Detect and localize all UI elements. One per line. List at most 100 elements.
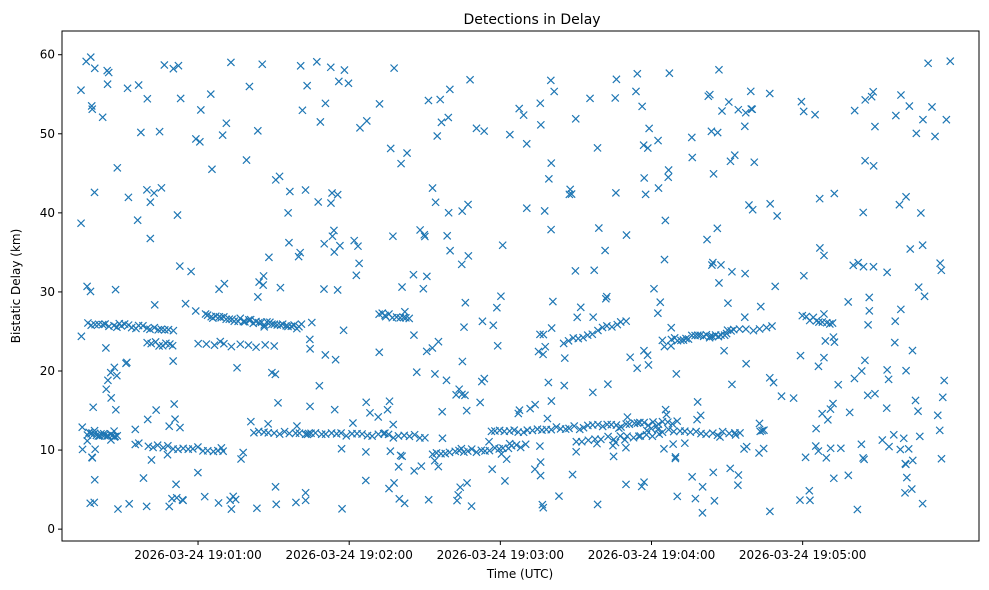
data-point	[714, 278, 723, 287]
data-point	[168, 341, 177, 350]
data-point	[219, 339, 228, 348]
data-point	[389, 433, 398, 442]
data-point	[713, 224, 722, 233]
data-point	[98, 320, 107, 329]
data-point	[633, 69, 642, 78]
data-point	[258, 60, 267, 69]
data-point	[740, 313, 749, 322]
data-point	[819, 353, 828, 362]
data-point	[386, 144, 395, 153]
data-point	[236, 340, 245, 349]
x-axis: 2026-03-24 19:01:00 2026-03-24 19:02:00 20…	[134, 541, 866, 562]
data-point	[854, 258, 863, 267]
data-point	[550, 87, 559, 96]
data-point	[337, 444, 346, 453]
x-tick-label: 2026-03-24 19:01:00	[134, 548, 261, 562]
data-point	[676, 336, 685, 345]
data-point	[544, 174, 553, 183]
data-point	[330, 405, 339, 414]
data-point	[344, 79, 353, 88]
data-point	[505, 130, 514, 139]
data-point	[727, 380, 736, 389]
data-point	[748, 205, 757, 214]
data-point	[631, 87, 640, 96]
data-point	[91, 320, 100, 329]
data-point	[616, 422, 625, 431]
data-point	[634, 432, 643, 441]
data-point	[328, 188, 337, 198]
data-point	[246, 315, 255, 324]
data-point	[136, 128, 145, 137]
data-point	[419, 284, 428, 293]
data-point	[668, 419, 677, 428]
data-point	[88, 453, 97, 462]
data-point	[814, 318, 823, 327]
data-point	[571, 266, 580, 275]
data-point	[918, 115, 927, 124]
data-point	[464, 200, 473, 209]
data-point	[505, 439, 514, 448]
data-point	[621, 480, 631, 489]
data-point	[767, 322, 777, 331]
data-point	[890, 338, 899, 347]
data-point	[565, 190, 574, 199]
data-point	[552, 422, 561, 432]
data-point	[867, 92, 876, 101]
data-point	[303, 430, 312, 439]
data-point	[502, 455, 511, 464]
data-point	[592, 439, 601, 448]
data-point	[181, 299, 190, 308]
data-point	[814, 447, 823, 456]
data-point	[294, 252, 303, 261]
data-point	[233, 363, 242, 372]
data-point	[375, 348, 384, 357]
data-point	[826, 444, 835, 453]
data-point	[144, 442, 153, 451]
data-point	[155, 127, 164, 136]
data-point	[714, 65, 723, 74]
data-point	[514, 409, 523, 418]
data-point	[535, 442, 544, 451]
data-point	[726, 464, 735, 473]
data-point	[101, 320, 110, 329]
data-point	[170, 400, 179, 409]
data-point	[217, 443, 226, 452]
data-point	[902, 366, 911, 375]
data-point	[77, 332, 86, 341]
data-point	[829, 333, 838, 342]
data-point	[534, 347, 543, 356]
data-point	[306, 402, 315, 411]
data-point	[275, 430, 284, 439]
data-point	[396, 313, 405, 322]
data-point	[492, 303, 501, 312]
data-point	[863, 391, 872, 400]
data-point	[896, 305, 905, 314]
data-point	[112, 371, 121, 380]
data-point	[640, 173, 649, 182]
data-point	[285, 187, 294, 196]
data-point	[765, 89, 774, 98]
data-point	[164, 325, 173, 334]
data-point	[155, 341, 164, 350]
data-point	[216, 337, 225, 346]
data-point	[329, 226, 338, 235]
data-point	[111, 285, 120, 294]
data-point	[262, 317, 271, 326]
data-point	[519, 111, 528, 120]
data-point	[633, 364, 642, 373]
data-point	[536, 458, 545, 467]
data-point	[829, 474, 838, 483]
data-point	[410, 430, 419, 439]
data-point	[654, 136, 663, 145]
data-point	[819, 309, 828, 318]
data-point	[142, 324, 152, 333]
data-point	[169, 357, 178, 366]
data-point	[593, 326, 602, 335]
data-point	[661, 216, 670, 225]
data-point	[933, 411, 942, 420]
data-point	[88, 105, 97, 114]
data-point	[113, 163, 122, 172]
data-point	[539, 350, 548, 359]
data-point	[704, 92, 713, 101]
data-point	[636, 431, 645, 440]
